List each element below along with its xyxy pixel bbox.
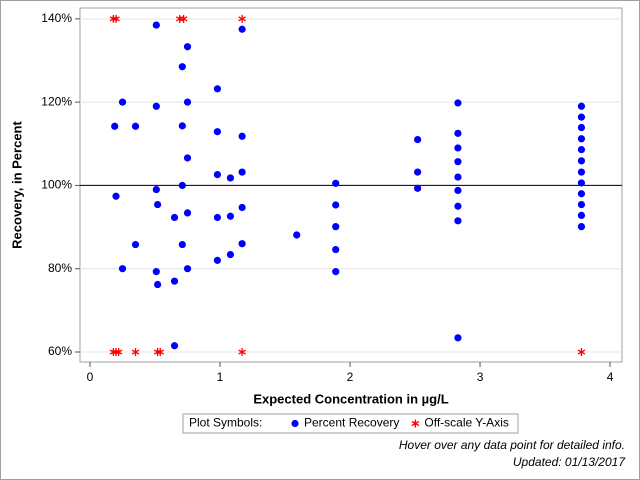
data-point[interactable] (238, 168, 246, 176)
data-point[interactable] (226, 212, 235, 220)
data-point[interactable] (170, 213, 179, 222)
data-point[interactable] (152, 268, 160, 276)
data-point[interactable] (213, 256, 222, 264)
data-point[interactable] (238, 348, 246, 357)
data-point[interactable] (238, 203, 246, 212)
data-point[interactable] (152, 102, 160, 110)
data-point[interactable] (152, 185, 160, 194)
data-point[interactable] (213, 213, 222, 222)
legend-label: Off-scale Y-Axis (424, 416, 508, 430)
data-point[interactable] (154, 200, 162, 209)
data-point[interactable] (179, 14, 188, 23)
data-point[interactable] (577, 223, 586, 231)
data-point[interactable] (226, 250, 235, 259)
data-point[interactable] (454, 99, 462, 107)
data-point[interactable] (577, 102, 586, 110)
data-point[interactable] (577, 200, 586, 209)
data-point[interactable] (178, 63, 186, 71)
data-point[interactable] (170, 342, 179, 350)
data-point[interactable] (178, 240, 186, 249)
x-tick-label: 0 (87, 370, 94, 384)
data-point[interactable] (111, 122, 119, 130)
data-point[interactable] (577, 123, 586, 132)
data-point[interactable] (183, 98, 192, 106)
data-point[interactable] (414, 136, 422, 144)
data-point[interactable] (414, 168, 422, 176)
data-point[interactable] (454, 217, 462, 225)
data-point[interactable] (577, 135, 586, 143)
data-point[interactable] (454, 158, 462, 166)
data-point[interactable] (238, 240, 246, 248)
data-point[interactable] (183, 154, 192, 162)
data-point[interactable] (454, 202, 462, 210)
data-point[interactable] (577, 113, 586, 121)
data-point[interactable] (156, 348, 165, 357)
data-point[interactable] (112, 192, 120, 200)
data-point[interactable] (454, 173, 462, 181)
data-point[interactable] (152, 21, 160, 29)
y-tick-label: 100% (41, 178, 72, 192)
data-point[interactable] (154, 280, 162, 289)
data-point[interactable] (118, 265, 127, 273)
data-point[interactable] (183, 43, 192, 51)
data-point[interactable] (454, 186, 462, 195)
legend-title: Plot Symbols: (189, 416, 262, 430)
data-point[interactable] (183, 265, 192, 273)
data-point[interactable] (238, 25, 246, 33)
data-point[interactable] (577, 190, 586, 198)
data-point[interactable] (332, 223, 340, 231)
data-point[interactable] (131, 122, 140, 130)
y-tick-label: 120% (41, 94, 72, 108)
data-point[interactable] (118, 98, 127, 106)
x-axis-label: Expected Concentration in µg/L (253, 391, 448, 406)
data-point[interactable] (238, 132, 246, 140)
data-point[interactable] (577, 157, 586, 165)
data-point[interactable] (332, 179, 340, 187)
data-point[interactable] (213, 170, 222, 179)
data-point[interactable] (454, 129, 462, 137)
data-point[interactable] (454, 144, 462, 152)
legend-symbol (291, 419, 299, 428)
data-point[interactable] (332, 268, 340, 276)
data-point[interactable] (293, 231, 301, 239)
data-point[interactable] (131, 240, 140, 249)
data-point[interactable] (454, 334, 462, 342)
data-point[interactable] (238, 14, 246, 23)
data-point[interactable] (178, 122, 186, 130)
footnote: Updated: 01/13/2017 (513, 455, 626, 469)
data-point[interactable] (226, 174, 235, 182)
data-point[interactable] (178, 181, 186, 190)
legend-label: Percent Recovery (304, 416, 399, 430)
data-point[interactable] (414, 184, 422, 192)
x-tick-label: 4 (607, 370, 614, 384)
x-tick-label: 2 (347, 370, 354, 384)
y-tick-label: 60% (48, 344, 72, 358)
data-point[interactable] (213, 128, 222, 136)
data-point[interactable] (577, 146, 586, 154)
data-point[interactable] (112, 14, 120, 23)
x-tick-label: 1 (217, 370, 224, 384)
data-point[interactable] (213, 85, 222, 93)
data-point[interactable] (332, 201, 340, 209)
y-tick-label: 140% (41, 11, 72, 25)
legend-symbol (411, 419, 420, 428)
data-point[interactable] (183, 209, 192, 217)
y-tick-label: 80% (48, 261, 72, 275)
data-point[interactable] (577, 211, 586, 220)
footnote: Hover over any data point for detailed i… (399, 438, 625, 452)
data-point[interactable] (577, 168, 586, 176)
data-point[interactable] (332, 245, 340, 254)
data-point[interactable] (170, 277, 179, 285)
data-point[interactable] (114, 348, 123, 357)
y-axis-label: Recovery, in Percent (9, 121, 24, 249)
x-tick-label: 3 (477, 370, 484, 384)
data-point[interactable] (577, 179, 586, 187)
legend-box (182, 413, 519, 434)
data-point[interactable] (577, 348, 586, 357)
data-point[interactable] (131, 348, 140, 357)
